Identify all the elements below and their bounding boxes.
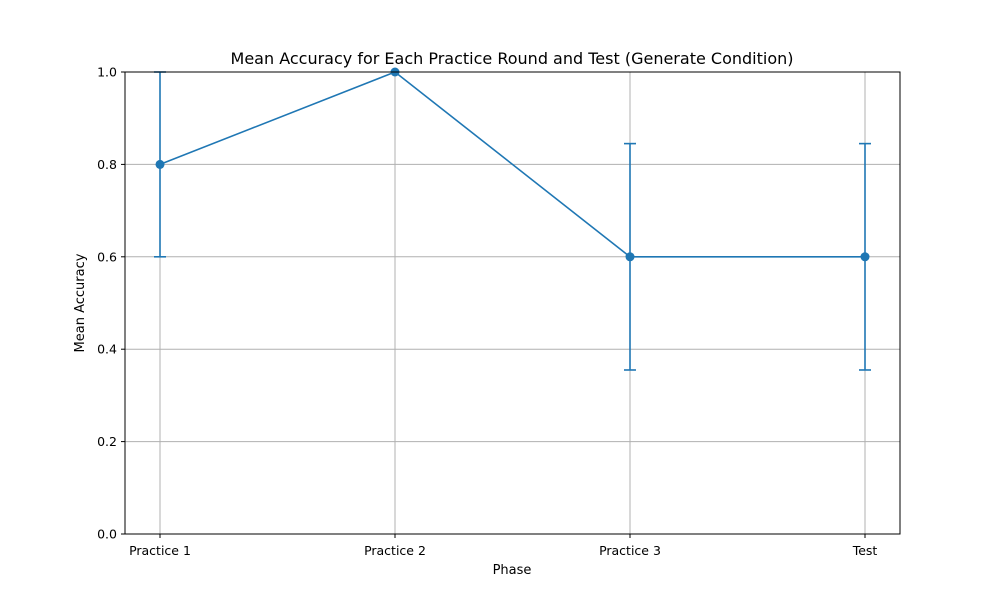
y-tick-label: 0.6 xyxy=(97,249,117,264)
x-tick-label: Practice 1 xyxy=(129,543,191,558)
chart-title: Mean Accuracy for Each Practice Round an… xyxy=(231,49,794,68)
data-point xyxy=(625,252,635,262)
y-tick-label: 0.8 xyxy=(97,157,117,172)
axis-ticks: 0.0 0.2 0.4 0.6 0.8 1.0 Practice 1 Practice 2 Pr… xyxy=(97,65,877,559)
series-line xyxy=(159,71,865,258)
y-tick-label: 0.2 xyxy=(97,434,117,449)
plot-frame xyxy=(124,71,901,535)
x-tick-label: Practice 3 xyxy=(599,543,661,558)
y-tick-label: 0.0 xyxy=(97,527,117,542)
grid xyxy=(125,71,900,535)
y-tick-label: 1.0 xyxy=(97,65,117,80)
x-tick-label: Test xyxy=(852,543,878,558)
y-axis-label: Mean Accuracy xyxy=(73,253,88,352)
data-point xyxy=(860,252,870,262)
x-axis-label: Phase xyxy=(493,563,532,578)
data-point xyxy=(155,159,165,169)
y-tick-label: 0.4 xyxy=(97,342,117,357)
series-layer xyxy=(154,67,871,371)
series-group xyxy=(154,67,871,371)
x-tick-label: Practice 2 xyxy=(364,543,426,558)
